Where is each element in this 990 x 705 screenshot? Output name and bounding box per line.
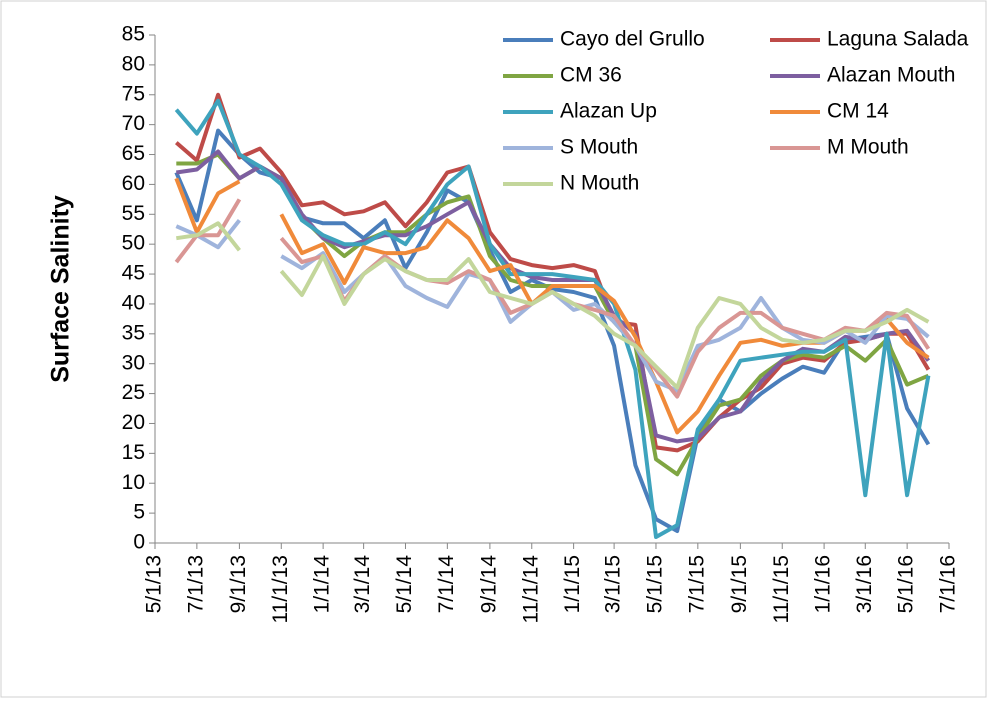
- legend-label: N Mouth: [560, 172, 639, 195]
- x-tick-label: 3/1/14: [351, 555, 374, 614]
- y-tick-label: 55: [122, 202, 145, 225]
- y-tick-label: 75: [122, 82, 145, 105]
- x-tick-label: 5/1/14: [393, 555, 416, 614]
- x-tick-label: 11/1/13: [269, 555, 292, 624]
- y-axis-title: Surface Salinity: [47, 195, 75, 383]
- series-line: [174, 92, 931, 453]
- y-tick-label: 45: [122, 262, 145, 285]
- x-tick-label: 7/1/14: [435, 555, 458, 614]
- y-tick-label: 10: [122, 471, 145, 494]
- x-tick-label: 3/1/15: [602, 555, 625, 613]
- y-tick-label: 20: [122, 411, 145, 434]
- x-tick-label: 9/1/14: [477, 555, 500, 614]
- series-line: [176, 221, 930, 390]
- y-tick-label: 60: [122, 172, 145, 195]
- x-tick-label: 9/1/13: [227, 555, 250, 613]
- y-tick-label: 80: [122, 52, 145, 75]
- x-tick-label: 9/1/15: [728, 555, 751, 613]
- series-line: [176, 149, 931, 444]
- x-tick-label: 11/1/14: [519, 555, 542, 624]
- legend-label: CM 14: [827, 100, 889, 123]
- x-tick-label: 7/1/13: [184, 555, 207, 613]
- x-tick-label: 5/1/15: [644, 555, 667, 613]
- legend-label: Alazan Mouth: [827, 64, 955, 87]
- x-tick-label: 5/1/13: [143, 555, 166, 613]
- y-tick-label: 5: [133, 501, 145, 524]
- y-tick-label: 25: [122, 381, 145, 404]
- y-tick-label: 30: [122, 351, 145, 374]
- x-tick-label: 5/1/16: [895, 555, 918, 613]
- x-tick-label: 1/1/16: [812, 555, 835, 613]
- x-tick-label: 1/1/15: [561, 555, 584, 613]
- series-line: [174, 98, 931, 539]
- y-tick-label: 15: [122, 441, 145, 464]
- legend-label: Laguna Salada: [827, 28, 969, 51]
- x-tick-label: 1/1/14: [311, 555, 334, 614]
- y-tick-label: 0: [133, 531, 145, 554]
- legend-label: M Mouth: [827, 136, 909, 159]
- legend-label: CM 36: [560, 64, 622, 87]
- legend-label: Cayo del Grullo: [560, 28, 705, 51]
- y-tick-label: 70: [122, 112, 145, 135]
- x-tick-label: 7/1/16: [937, 555, 960, 613]
- y-tick-label: 40: [122, 291, 145, 314]
- legend-label: Alazan Up: [560, 100, 657, 123]
- y-tick-label: 85: [122, 23, 145, 46]
- x-tick-label: 7/1/15: [685, 555, 708, 613]
- x-tick-label: 11/1/15: [770, 555, 793, 624]
- y-tick-label: 65: [122, 142, 145, 165]
- legend-label: S Mouth: [560, 136, 638, 159]
- x-tick-label: 3/1/16: [853, 555, 876, 613]
- y-tick-label: 35: [122, 321, 145, 344]
- y-tick-label: 50: [122, 232, 145, 255]
